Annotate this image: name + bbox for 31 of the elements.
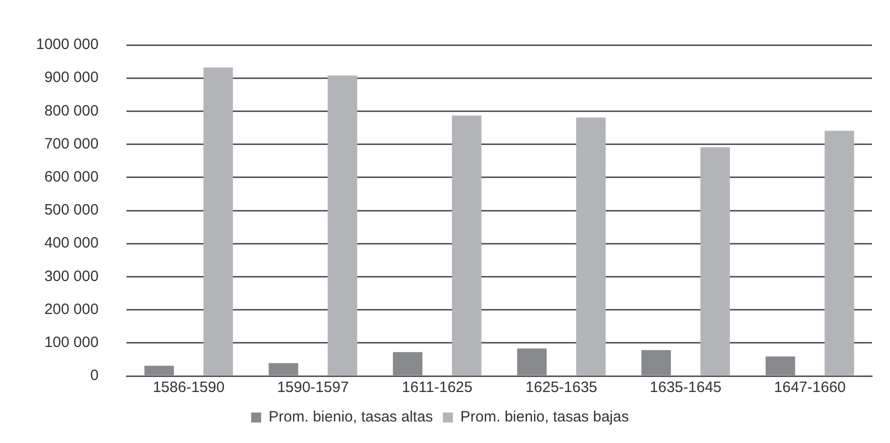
y-tick-label: 900 000: [44, 69, 99, 86]
y-tick-label: 700 000: [44, 135, 99, 152]
y-tick-label: 100 000: [44, 334, 99, 352]
y-tick-label: 600 000: [44, 168, 99, 186]
x-tick-label: 1586-1590: [152, 379, 225, 396]
y-tick-label: 1000 000: [36, 36, 99, 54]
bar: [452, 116, 482, 376]
bar: [766, 356, 796, 376]
x-tick-label: 1590-1597: [277, 379, 349, 396]
y-tick-label: 800 000: [44, 102, 99, 120]
bar: [576, 117, 606, 376]
bar: [268, 363, 298, 376]
y-tick-label: 200 000: [44, 300, 99, 318]
bar: [203, 68, 233, 376]
y-tick-label: 300 000: [44, 268, 99, 285]
x-tick-label: 1635-1645: [650, 379, 722, 396]
bar: [392, 352, 422, 376]
bar: [517, 348, 547, 376]
legend-label: Prom. bienio, tasas altas: [268, 408, 433, 426]
bar: [641, 350, 671, 376]
x-tick-label: 1611-1625: [402, 379, 472, 396]
y-tick-label: 500 000: [44, 202, 99, 219]
bar: [328, 75, 358, 376]
legend-label: Prom. bienio, tasas bajas: [460, 408, 629, 426]
bar: [144, 366, 174, 376]
bar: [700, 147, 730, 376]
x-tick-label: 1647-1660: [774, 379, 846, 396]
y-tick-label: 0: [90, 367, 99, 384]
x-tick-label: 1625-1635: [526, 379, 598, 396]
y-tick-label: 400 000: [44, 234, 99, 252]
bar: [824, 130, 854, 376]
